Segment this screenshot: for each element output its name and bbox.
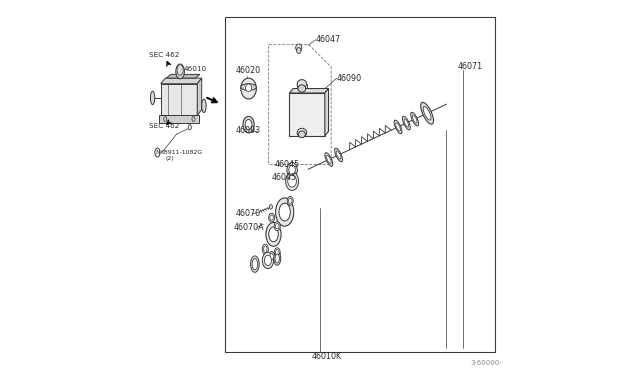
Text: 3·60000·: 3·60000· — [470, 360, 502, 366]
Ellipse shape — [245, 119, 252, 130]
Text: SEC 462: SEC 462 — [149, 52, 179, 58]
Ellipse shape — [298, 85, 306, 92]
Ellipse shape — [420, 102, 433, 124]
Ellipse shape — [269, 205, 273, 209]
Polygon shape — [325, 89, 328, 136]
Ellipse shape — [296, 48, 301, 54]
Ellipse shape — [274, 248, 280, 258]
Ellipse shape — [251, 256, 259, 272]
Polygon shape — [289, 89, 328, 93]
Ellipse shape — [266, 222, 281, 246]
Text: 46071: 46071 — [458, 62, 483, 71]
Text: 46020: 46020 — [235, 66, 260, 75]
Ellipse shape — [150, 91, 155, 105]
Ellipse shape — [274, 252, 281, 265]
Ellipse shape — [335, 148, 342, 162]
Ellipse shape — [394, 120, 402, 134]
Ellipse shape — [270, 253, 273, 260]
Ellipse shape — [176, 64, 184, 79]
Ellipse shape — [264, 255, 271, 266]
Ellipse shape — [262, 244, 268, 254]
Text: SEC 462: SEC 462 — [149, 124, 179, 129]
Ellipse shape — [243, 116, 254, 133]
Ellipse shape — [246, 84, 252, 92]
Ellipse shape — [298, 131, 305, 138]
Text: 46093: 46093 — [235, 126, 260, 135]
Polygon shape — [159, 115, 199, 123]
Ellipse shape — [285, 172, 299, 190]
Ellipse shape — [411, 112, 419, 126]
Ellipse shape — [262, 252, 273, 269]
Ellipse shape — [423, 106, 431, 120]
Ellipse shape — [202, 99, 206, 113]
Bar — [225, 17, 495, 352]
Ellipse shape — [403, 116, 410, 130]
Ellipse shape — [164, 116, 167, 122]
Ellipse shape — [192, 116, 195, 122]
Ellipse shape — [155, 148, 160, 157]
Ellipse shape — [287, 196, 293, 205]
Ellipse shape — [412, 115, 417, 123]
Ellipse shape — [276, 198, 294, 226]
Ellipse shape — [177, 65, 183, 75]
Text: 46047: 46047 — [316, 35, 340, 44]
Ellipse shape — [404, 119, 409, 127]
Text: 08911-1082G: 08911-1082G — [161, 150, 203, 155]
Text: 46045: 46045 — [275, 160, 300, 169]
Ellipse shape — [296, 44, 302, 51]
Text: 46010K: 46010K — [312, 352, 342, 361]
Ellipse shape — [288, 175, 296, 187]
Polygon shape — [161, 78, 202, 84]
Ellipse shape — [241, 84, 257, 90]
Text: N: N — [155, 150, 160, 155]
Ellipse shape — [264, 246, 267, 253]
Text: (2): (2) — [166, 156, 174, 161]
Ellipse shape — [297, 128, 307, 137]
Text: 46010: 46010 — [184, 66, 207, 72]
Ellipse shape — [274, 222, 280, 231]
Polygon shape — [289, 93, 325, 136]
Ellipse shape — [275, 224, 279, 229]
Ellipse shape — [275, 254, 280, 263]
Ellipse shape — [252, 259, 258, 270]
Polygon shape — [197, 78, 202, 115]
Ellipse shape — [326, 155, 331, 164]
Text: 46070A: 46070A — [234, 223, 264, 232]
Ellipse shape — [325, 153, 333, 166]
Ellipse shape — [188, 125, 191, 130]
Ellipse shape — [289, 198, 292, 203]
Ellipse shape — [396, 123, 401, 131]
Ellipse shape — [270, 215, 273, 220]
Text: 46070: 46070 — [235, 209, 260, 218]
Ellipse shape — [297, 80, 307, 89]
Polygon shape — [166, 74, 200, 78]
Polygon shape — [161, 84, 197, 115]
Ellipse shape — [275, 250, 279, 256]
Ellipse shape — [269, 227, 278, 242]
Ellipse shape — [287, 163, 298, 177]
Ellipse shape — [241, 78, 257, 99]
Ellipse shape — [336, 151, 341, 159]
Ellipse shape — [269, 213, 275, 222]
Text: 46090: 46090 — [337, 74, 362, 83]
Text: 46045: 46045 — [271, 173, 296, 182]
Ellipse shape — [289, 165, 295, 175]
Ellipse shape — [269, 251, 275, 262]
Ellipse shape — [279, 203, 291, 221]
